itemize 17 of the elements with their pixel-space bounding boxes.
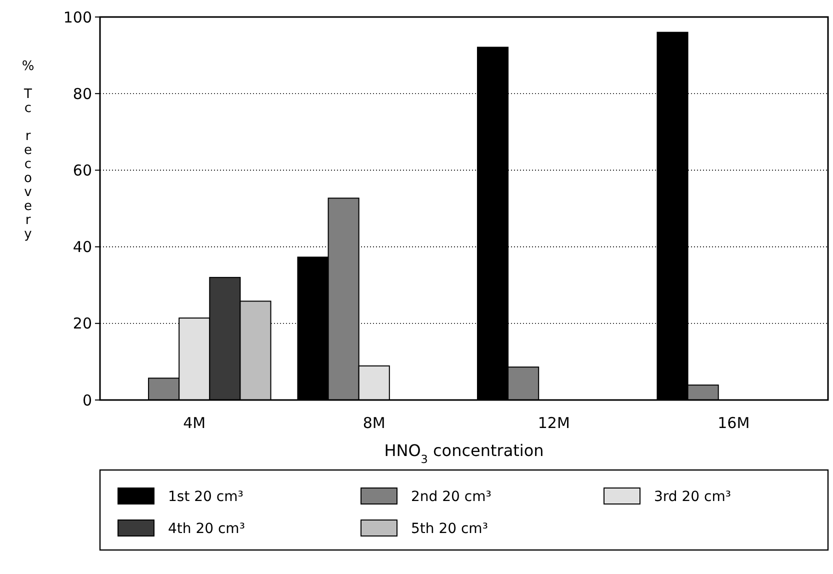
legend-label: 2nd 20 cm³ [411, 489, 492, 505]
x-tick-label: 16M [718, 414, 750, 432]
legend-label: 1st 20 cm³ [168, 489, 244, 505]
y-tick-label: 20 [72, 314, 92, 333]
legend-label: 4th 20 cm³ [168, 521, 245, 537]
x-tick-label: 12M [538, 414, 570, 432]
y-tick-label: 100 [63, 8, 92, 26]
y-tick-label: 40 [72, 238, 92, 256]
legend-label: 5th 20 cm³ [411, 521, 488, 537]
y-tick-label: 80 [72, 84, 92, 103]
x-tick-label: 8M [362, 414, 386, 432]
x-tick-label: 4M [183, 414, 206, 432]
x-axis-title: HNO$_{3}$ concentration [384, 441, 544, 466]
text: % Tc recovery [22, 59, 34, 242]
y-tick-label: 60 [72, 161, 92, 180]
legend-label: 3rd 20 cm³ [654, 489, 731, 505]
y-tick-label: 0 [82, 391, 92, 410]
